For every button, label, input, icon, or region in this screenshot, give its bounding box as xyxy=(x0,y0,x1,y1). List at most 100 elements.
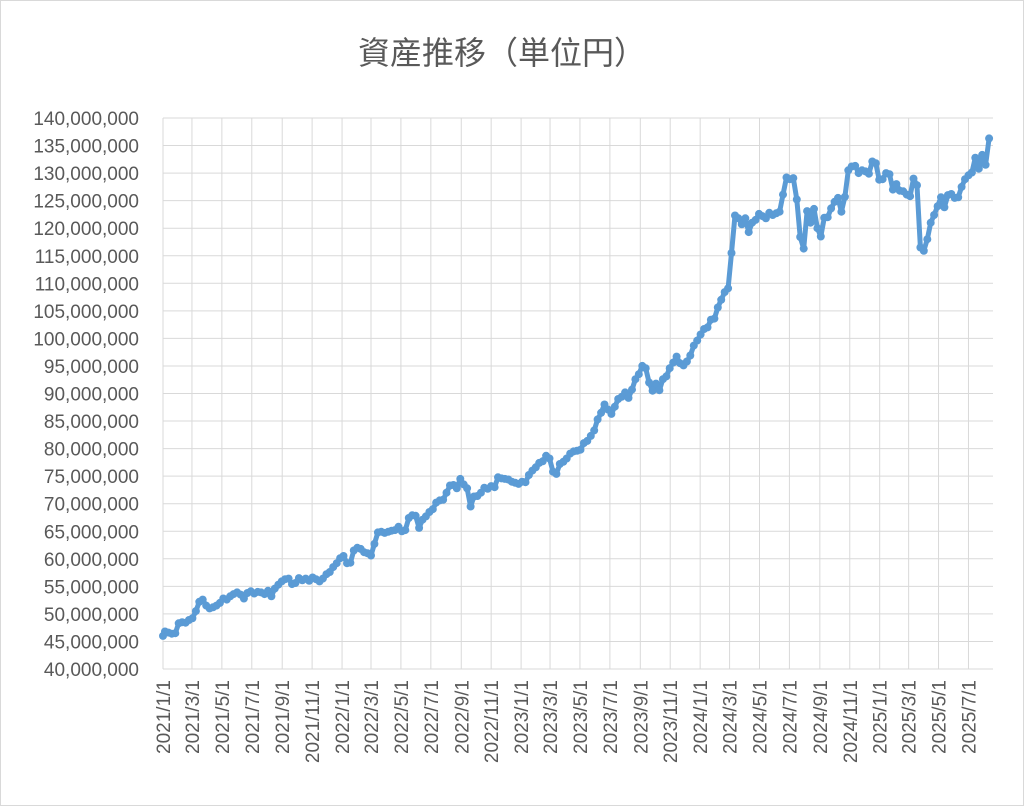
data-point xyxy=(789,174,798,183)
data-point xyxy=(411,511,420,520)
data-point xyxy=(834,193,842,202)
data-point xyxy=(937,193,945,202)
data-point xyxy=(682,357,691,366)
data-point xyxy=(741,214,750,223)
data-point xyxy=(909,174,918,183)
data-point xyxy=(823,213,832,222)
data-point xyxy=(628,385,636,394)
data-point xyxy=(428,505,437,514)
data-point xyxy=(926,218,935,227)
data-point xyxy=(974,164,983,173)
data-point xyxy=(727,249,736,257)
data-point xyxy=(442,488,451,497)
x-tick-label: 2023/9/1 xyxy=(631,680,652,754)
x-tick-label: 2023/7/1 xyxy=(601,680,622,754)
y-tick-label: 105,000,000 xyxy=(33,302,139,323)
data-point xyxy=(923,235,932,244)
data-point xyxy=(624,393,633,402)
chart-title: 資産推移（単位円） xyxy=(358,34,646,72)
y-tick-label: 100,000,000 xyxy=(33,329,139,350)
x-tick-label: 2021/11/1 xyxy=(303,680,324,763)
data-point xyxy=(954,193,963,202)
data-point xyxy=(339,552,348,560)
x-tick-label: 2021/9/1 xyxy=(273,680,294,754)
x-tick-label: 2025/3/1 xyxy=(900,680,921,754)
data-point xyxy=(521,478,530,487)
data-point xyxy=(978,150,987,159)
data-point xyxy=(985,134,994,143)
data-point xyxy=(669,358,678,367)
data-point xyxy=(686,351,695,360)
data-point xyxy=(878,175,887,184)
data-point xyxy=(415,523,424,532)
gridlines xyxy=(162,117,993,670)
x-tick-label: 2025/7/1 xyxy=(959,680,980,754)
y-tick-label: 70,000,000 xyxy=(44,495,139,516)
data-point xyxy=(717,295,726,304)
data-point xyxy=(610,402,619,411)
data-point xyxy=(933,202,942,211)
data-point xyxy=(906,192,915,201)
data-point xyxy=(779,190,787,199)
x-tick-label: 2021/5/1 xyxy=(213,680,234,754)
data-point xyxy=(655,386,664,395)
data-point xyxy=(463,484,472,493)
y-tick-label: 60,000,000 xyxy=(44,550,139,571)
x-tick-label: 2022/11/1 xyxy=(482,680,503,763)
data-point xyxy=(837,207,846,216)
data-point xyxy=(864,169,873,178)
data-point xyxy=(775,207,784,216)
data-point xyxy=(724,284,733,293)
data-point xyxy=(452,484,461,493)
data-point xyxy=(713,303,722,312)
y-tick-label: 75,000,000 xyxy=(44,467,139,488)
x-tick-label: 2023/3/1 xyxy=(541,680,562,754)
x-tick-label: 2024/9/1 xyxy=(811,680,832,754)
data-point xyxy=(827,204,836,213)
y-tick-label: 125,000,000 xyxy=(33,192,139,213)
y-tick-label: 120,000,000 xyxy=(33,219,139,240)
y-tick-label: 135,000,000 xyxy=(33,137,139,158)
data-point xyxy=(439,495,448,504)
data-point xyxy=(607,409,616,418)
x-tick-label: 2025/5/1 xyxy=(930,680,951,754)
data-point xyxy=(648,386,657,395)
x-tick-label: 2024/1/1 xyxy=(691,680,712,754)
data-point xyxy=(662,372,671,381)
data-point xyxy=(957,182,966,191)
data-point xyxy=(191,607,200,616)
data-point xyxy=(634,370,643,379)
data-point xyxy=(981,160,990,169)
data-point xyxy=(552,469,561,478)
y-tick-label: 110,000,000 xyxy=(35,274,139,295)
data-point xyxy=(803,207,812,216)
series-line xyxy=(160,135,992,639)
data-point xyxy=(545,454,554,463)
plot-area xyxy=(159,134,994,640)
data-point xyxy=(576,445,585,454)
data-point xyxy=(751,215,760,224)
x-tick-label: 2025/1/1 xyxy=(871,680,892,754)
data-point xyxy=(466,502,475,511)
data-point xyxy=(703,323,712,332)
data-point xyxy=(744,228,753,237)
data-point xyxy=(672,352,681,361)
data-point xyxy=(597,408,606,417)
x-tick-label: 2024/7/1 xyxy=(780,680,801,754)
data-point xyxy=(806,218,815,227)
data-point xyxy=(641,364,650,373)
data-point xyxy=(930,211,939,219)
y-tick-label: 55,000,000 xyxy=(44,577,139,598)
y-tick-label: 95,000,000 xyxy=(44,357,139,378)
y-tick-label: 140,000,000 xyxy=(33,109,139,130)
data-point xyxy=(652,379,660,388)
y-tick-label: 130,000,000 xyxy=(33,164,139,185)
data-point xyxy=(710,314,719,323)
data-point xyxy=(792,195,801,204)
x-tick-label: 2021/7/1 xyxy=(243,680,264,754)
data-point xyxy=(267,592,276,601)
x-tick-label: 2022/7/1 xyxy=(422,680,443,754)
x-tick-label: 2024/5/1 xyxy=(751,680,772,754)
x-tick-label: 2023/5/1 xyxy=(571,680,592,754)
